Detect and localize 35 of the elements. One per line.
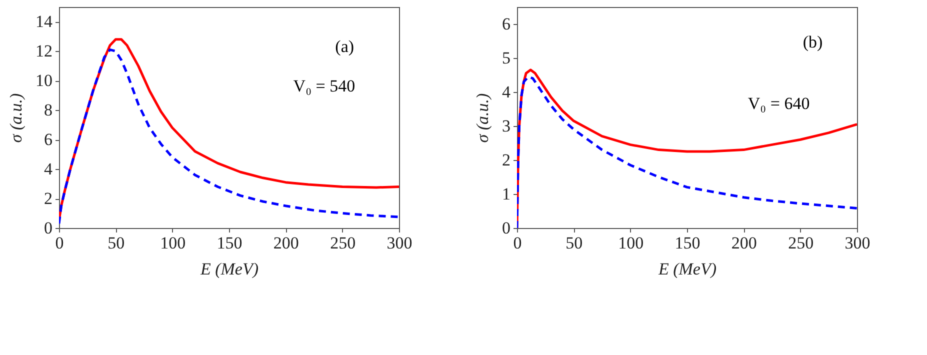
y-tick-label: 5 <box>502 48 510 68</box>
annotation: V₀ = 640 <box>748 94 810 114</box>
y-tick-label: 2 <box>44 189 52 208</box>
y-tick-label: 2 <box>502 150 510 170</box>
y-tick-label: 8 <box>44 100 52 120</box>
y-axis-title: σ (a.u.) <box>6 92 26 143</box>
x-tick-label: 200 <box>273 234 299 252</box>
x-tick-label: 100 <box>160 234 186 252</box>
x-tick-label: 300 <box>844 234 870 252</box>
x-tick-label: 200 <box>731 234 757 252</box>
y-tick-label: 0 <box>44 218 52 238</box>
y-tick-label: 10 <box>36 71 52 90</box>
annotation: (a) <box>335 36 354 56</box>
y-tick-label: 6 <box>502 14 510 34</box>
x-axis-title: E (MeV) <box>199 260 259 278</box>
y-tick-label: 0 <box>502 218 510 238</box>
x-tick-label: 150 <box>216 234 242 252</box>
x-tick-label: 300 <box>386 234 412 252</box>
y-axis-title: σ (a.u.) <box>473 92 492 143</box>
x-tick-label: 100 <box>618 234 644 252</box>
y-tick-label: 4 <box>44 160 53 179</box>
x-tick-label: 50 <box>566 234 583 252</box>
y-tick-label: 12 <box>36 42 52 61</box>
x-tick-label: 150 <box>674 234 700 252</box>
y-tick-label: 14 <box>36 12 53 32</box>
x-tick-label: 250 <box>788 234 814 252</box>
x-tick-label: 250 <box>330 234 356 252</box>
y-tick-label: 6 <box>44 130 52 150</box>
annotation: (b) <box>802 32 823 52</box>
y-tick-label: 1 <box>502 184 510 204</box>
x-tick-label: 50 <box>108 234 125 252</box>
y-tick-label: 4 <box>502 82 511 102</box>
annotation: V₀ = 540 <box>293 76 356 96</box>
x-axis-title: E (MeV) <box>657 260 717 278</box>
y-tick-label: 3 <box>502 116 510 136</box>
